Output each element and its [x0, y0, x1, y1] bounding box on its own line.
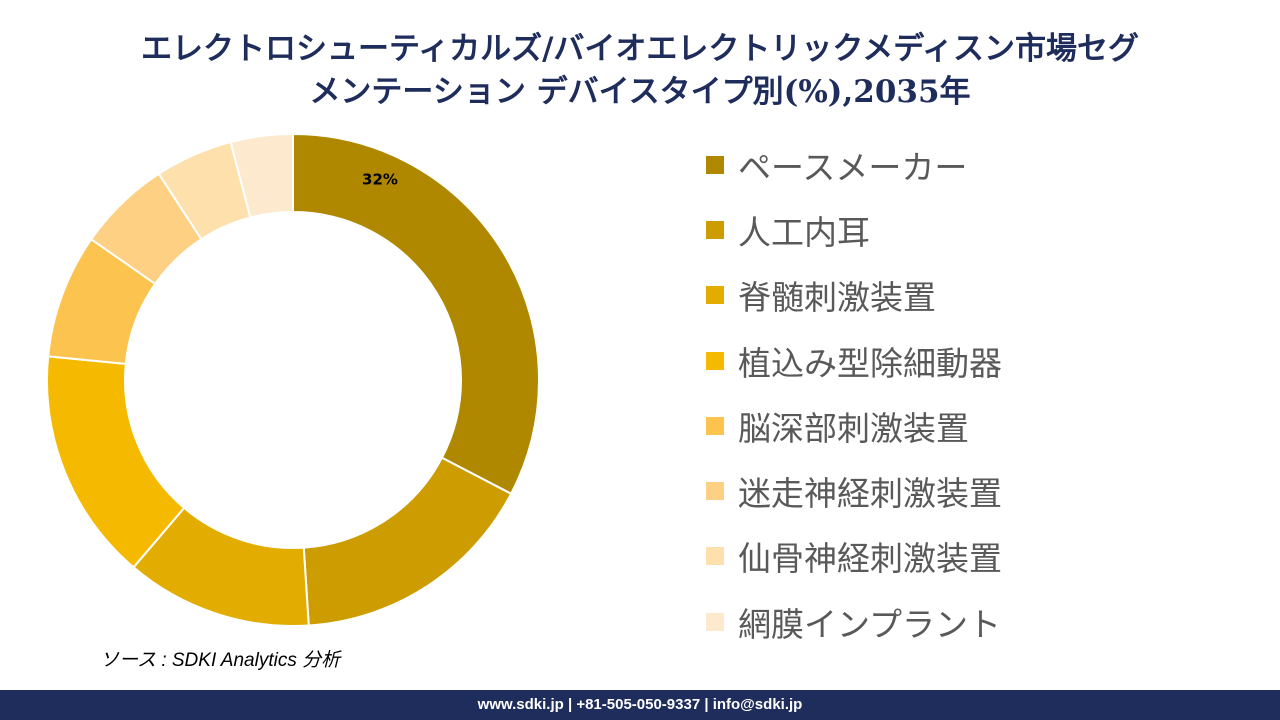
legend-item-6: 迷走神経刺激装置 — [706, 458, 1002, 523]
donut-slice-1 — [292, 132, 540, 496]
legend-label: 人工内耳 — [738, 212, 870, 252]
legend-swatch — [706, 155, 724, 174]
legend-item-8: 網膜インプラント — [706, 589, 1002, 654]
data-label-1: 32% — [362, 171, 398, 189]
title-line-1: エレクトロシューティカルズ/バイオエレクトリックメディスン市場セグ — [140, 31, 1140, 67]
donut-data-labels: 32% — [362, 171, 398, 189]
donut-chart: 32% — [46, 132, 540, 627]
chart-title: エレクトロシューティカルズ/バイオエレクトリックメディスン市場セグ メンテーショ… — [0, 28, 1280, 114]
legend-label: 脳深部刺激装置 — [738, 408, 969, 448]
chart-legend: ペースメーカー 人工内耳脊髄刺激装置植込み型除細動器 脳深部刺激装置 迷走神経刺激装置… — [706, 132, 1002, 654]
donut-slices — [46, 132, 540, 627]
legend-item-5: 脳深部刺激装置 — [706, 393, 1002, 458]
donut-slice-8 — [229, 132, 294, 219]
legend-swatch — [706, 547, 724, 566]
donut-slice-2 — [302, 456, 513, 627]
legend-swatch — [706, 612, 724, 631]
legend-label: 植込み型除細動器 — [738, 343, 1002, 383]
legend-item-3: 脊髄刺激装置 — [706, 263, 1002, 328]
legend-swatch — [706, 482, 724, 501]
legend-item-4: 植込み型除細動器 — [706, 328, 1002, 393]
legend-swatch — [706, 416, 724, 435]
footer-contact-bar: www.sdki.jp | +81-505-050-9337 | info@sd… — [0, 690, 1280, 720]
legend-item-7: 仙骨神経刺激装置 — [706, 524, 1002, 589]
legend-swatch — [706, 351, 724, 370]
legend-swatch — [706, 286, 724, 305]
legend-swatch — [706, 220, 724, 239]
legend-label: 脊髄刺激装置 — [738, 278, 936, 318]
legend-item-1: ペースメーカー — [706, 132, 1002, 197]
legend-label: 網膜インプラント — [738, 604, 1002, 644]
legend-label: 仙骨神経刺激装置 — [738, 539, 1002, 579]
title-line-2: メンテーション デバイスタイプ別(%),2035年 — [309, 74, 971, 110]
legend-label: 迷走神経刺激装置 — [738, 474, 1002, 514]
source-note: ソース : SDKI Analytics 分析 — [100, 650, 341, 671]
legend-label: ペースメーカー — [738, 147, 968, 187]
legend-item-2: 人工内耳 — [706, 197, 1002, 262]
